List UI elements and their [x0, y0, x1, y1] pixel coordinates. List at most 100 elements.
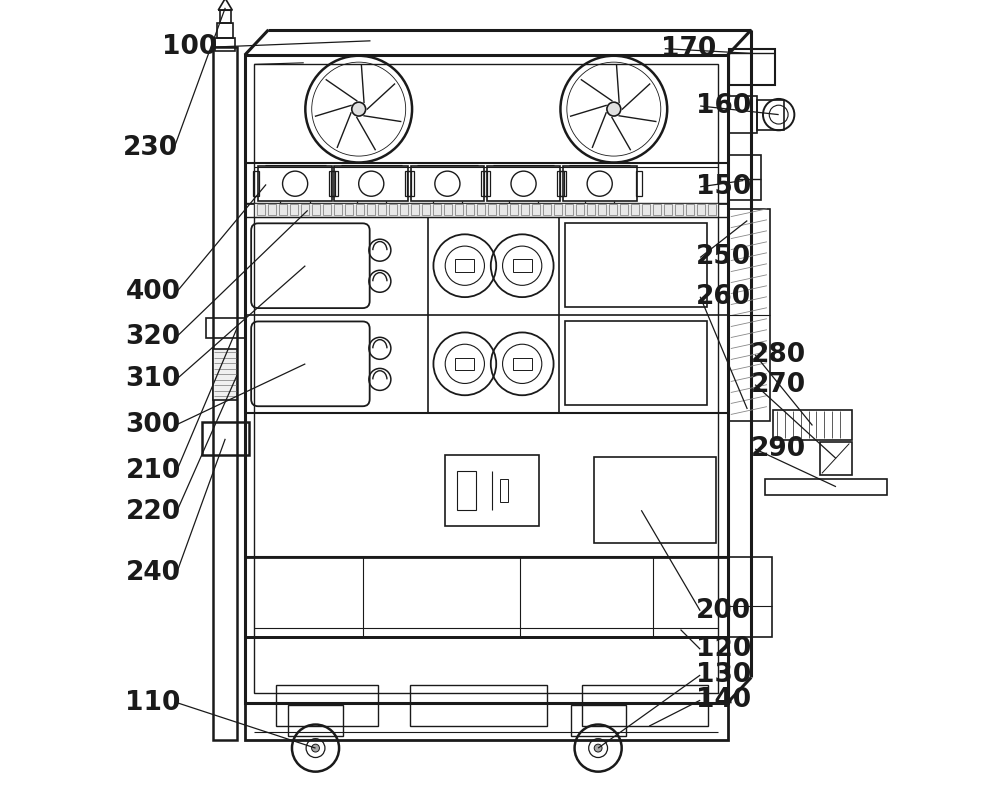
Bar [513, 358, 532, 371]
Bar [254, 64, 718, 693]
Bar [345, 204, 353, 215]
Bar [510, 204, 518, 215]
Bar [697, 204, 705, 215]
Circle shape [352, 102, 366, 116]
Bar [481, 171, 487, 196]
Bar [560, 171, 566, 196]
Bar [245, 557, 728, 637]
Bar [329, 171, 335, 196]
Bar [765, 479, 887, 495]
Bar [609, 204, 617, 215]
Bar [215, 38, 235, 51]
Circle shape [607, 102, 621, 116]
Bar [444, 204, 452, 215]
Text: 280: 280 [751, 341, 806, 368]
Bar [729, 209, 770, 421]
Bar [487, 166, 560, 201]
Bar [636, 171, 642, 196]
Bar [206, 318, 245, 338]
Bar [820, 442, 852, 475]
Bar [257, 204, 265, 215]
Bar [653, 204, 661, 215]
Bar [565, 321, 707, 405]
Bar [254, 203, 718, 217]
Bar [466, 204, 474, 215]
Bar [245, 55, 728, 703]
Bar [407, 171, 414, 196]
Bar [253, 171, 259, 196]
Bar [455, 358, 474, 371]
Text: 140: 140 [696, 687, 751, 714]
Bar [513, 259, 532, 272]
Bar [312, 204, 320, 215]
Bar [773, 410, 852, 440]
Bar [598, 204, 606, 215]
Text: 300: 300 [125, 411, 181, 438]
Text: 100: 100 [162, 34, 218, 60]
Bar [245, 637, 728, 740]
Bar [557, 171, 564, 196]
Bar [521, 204, 529, 215]
Text: 290: 290 [751, 436, 806, 462]
Bar [323, 204, 331, 215]
Text: 160: 160 [696, 93, 751, 119]
Bar [664, 204, 672, 215]
Bar [445, 455, 539, 526]
Bar [367, 204, 375, 215]
Bar [276, 685, 378, 726]
Text: 130: 130 [696, 662, 751, 688]
Bar [500, 479, 508, 502]
Bar [400, 204, 408, 215]
Bar [587, 204, 595, 215]
Text: 320: 320 [125, 323, 181, 350]
Bar [565, 204, 573, 215]
Bar [378, 204, 386, 215]
Bar [543, 204, 551, 215]
Text: 110: 110 [125, 689, 181, 716]
Bar [729, 155, 761, 200]
Bar [301, 204, 309, 215]
Bar [455, 204, 463, 215]
Bar [268, 204, 276, 215]
Text: 240: 240 [126, 560, 181, 586]
Bar [594, 457, 716, 543]
Bar [213, 349, 237, 400]
Bar [565, 223, 707, 307]
Bar [405, 171, 411, 196]
Bar [334, 166, 408, 201]
Bar [729, 49, 775, 85]
Text: 210: 210 [125, 458, 181, 484]
Bar [729, 557, 772, 637]
Text: 170: 170 [661, 35, 716, 62]
Circle shape [312, 744, 319, 752]
Bar [675, 204, 683, 215]
Bar [389, 204, 397, 215]
Bar [290, 204, 298, 215]
Text: 220: 220 [125, 498, 181, 525]
Text: 400: 400 [126, 279, 181, 305]
Bar [258, 166, 332, 201]
Bar [642, 204, 650, 215]
Bar [411, 166, 484, 201]
Bar [620, 204, 628, 215]
Text: 310: 310 [125, 366, 181, 392]
Bar [631, 204, 639, 215]
Bar [410, 685, 547, 726]
Bar [334, 204, 342, 215]
Bar [433, 204, 441, 215]
Text: 270: 270 [751, 371, 806, 398]
Bar [571, 705, 626, 736]
Text: 250: 250 [696, 244, 751, 271]
Text: 200: 200 [696, 597, 751, 624]
Text: 230: 230 [123, 134, 178, 161]
Bar [356, 204, 364, 215]
Bar [484, 171, 490, 196]
Bar [554, 204, 562, 215]
Bar [532, 204, 540, 215]
Bar [729, 96, 757, 133]
Bar [582, 685, 708, 726]
Bar [411, 204, 419, 215]
Bar [217, 23, 233, 38]
Bar [202, 422, 249, 455]
Bar [279, 204, 287, 215]
